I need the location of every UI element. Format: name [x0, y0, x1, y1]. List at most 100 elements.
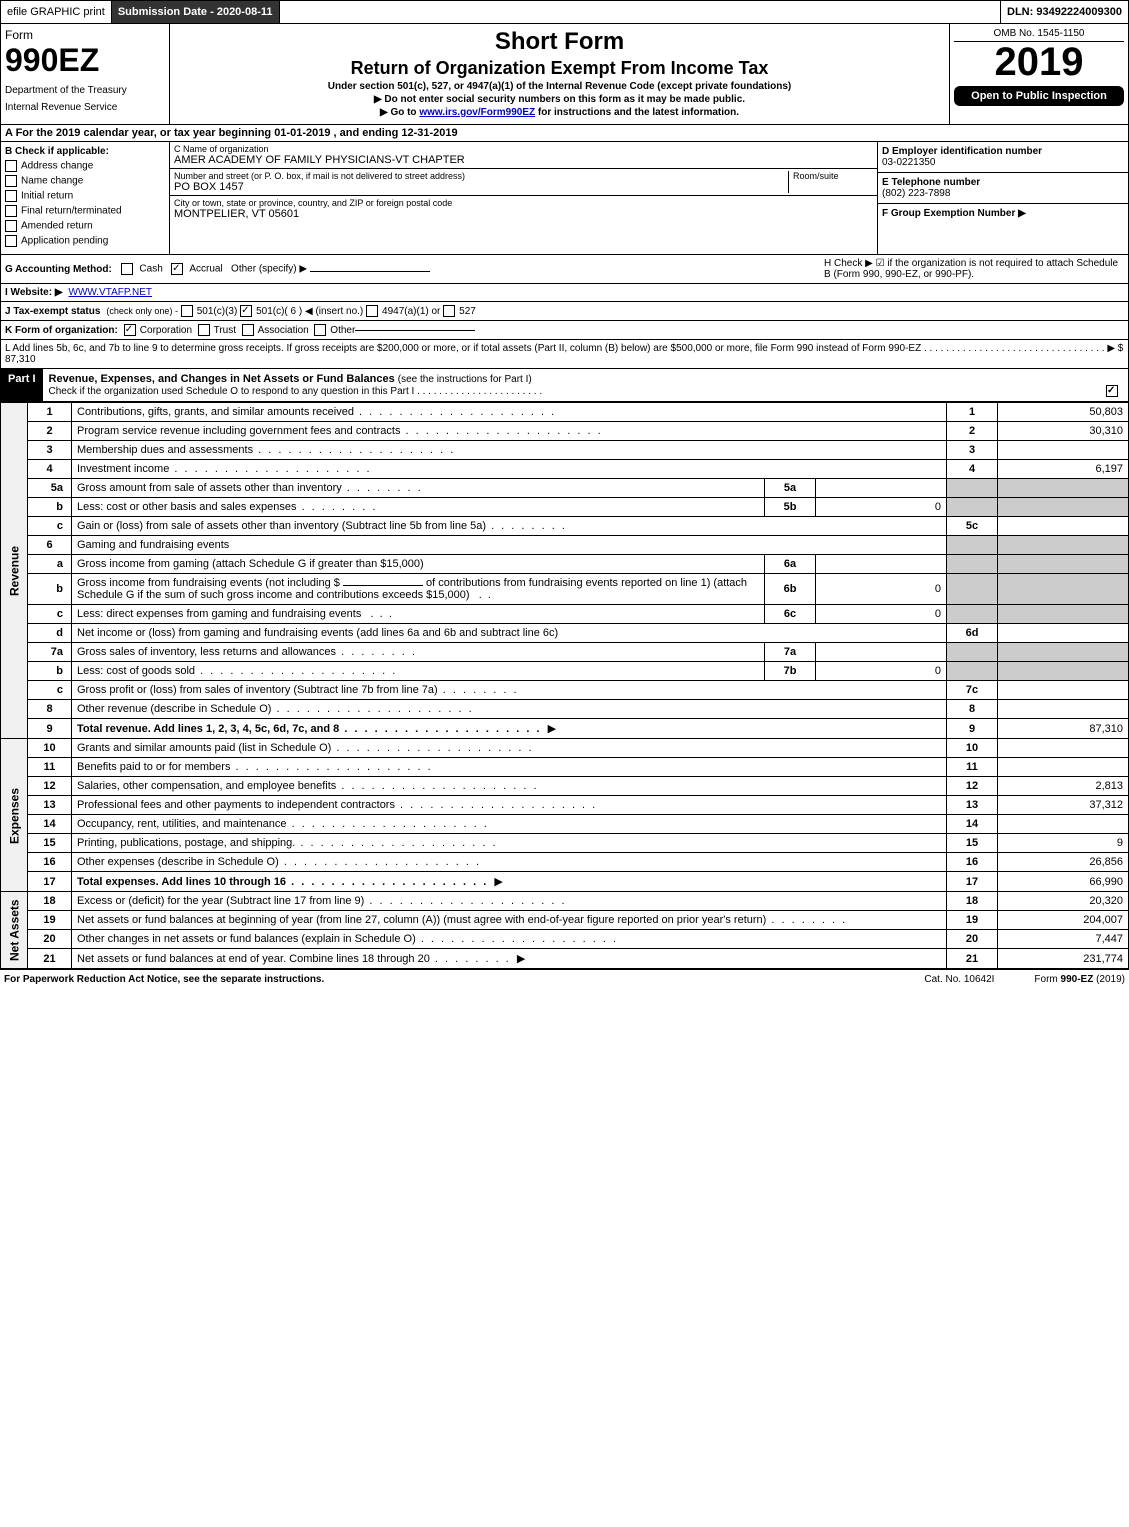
line-7c-desc: Gross profit or (loss) from sales of inv…: [77, 684, 519, 696]
line-3-num: 3: [28, 441, 72, 460]
website-link[interactable]: WWW.VTAFP.NET: [69, 287, 153, 298]
checkbox-527[interactable]: [443, 305, 455, 317]
line-15-desc: Printing, publications, postage, and shi…: [77, 837, 498, 849]
street-label: Number and street (or P. O. box, if mail…: [174, 171, 788, 181]
line-6d-endnum: 6d: [947, 624, 998, 643]
table-row: 6 Gaming and fundraising events: [1, 536, 1129, 555]
line-2-endnum: 2: [947, 422, 998, 441]
info-grid: B Check if applicable: Address change Na…: [0, 142, 1129, 255]
line-7a-midval: [816, 643, 947, 662]
line-17-endnum: 17: [947, 872, 998, 892]
checkbox-cash[interactable]: [121, 263, 133, 275]
shaded-cell: [998, 574, 1129, 605]
line-11-endnum: 11: [947, 758, 998, 777]
page-footer: For Paperwork Reduction Act Notice, see …: [0, 969, 1129, 989]
form-label: Form: [5, 28, 165, 42]
line-6a-mid: 6a: [765, 555, 816, 574]
line-7c-num: c: [28, 681, 72, 700]
line-16-num: 16: [28, 853, 72, 872]
shaded-cell: [998, 479, 1129, 498]
ein-value: 03-0221350: [882, 157, 935, 168]
line-17-num: 17: [28, 872, 72, 892]
irs-link[interactable]: www.irs.gov/Form990EZ: [419, 107, 535, 118]
short-form-title: Short Form: [178, 28, 941, 56]
line-16-desc: Other expenses (describe in Schedule O): [77, 856, 481, 868]
line-17-desc: Total expenses. Add lines 10 through 16: [77, 876, 488, 888]
shaded-cell: [947, 498, 998, 517]
i-label: I Website: ▶: [5, 287, 63, 298]
line-3-endnum: 3: [947, 441, 998, 460]
checkbox-final[interactable]: [5, 205, 17, 217]
phone-label: E Telephone number: [882, 177, 980, 188]
street-value: PO BOX 1457: [174, 181, 788, 193]
cash-label: Cash: [139, 264, 162, 275]
footer-form-num: 990-EZ: [1061, 974, 1094, 985]
checkbox-pending[interactable]: [5, 235, 17, 247]
line-19-endnum: 19: [947, 911, 998, 930]
checkbox-initial[interactable]: [5, 190, 17, 202]
line-6c-desc: Less: direct expenses from gaming and fu…: [77, 608, 361, 620]
line-12-num: 12: [28, 777, 72, 796]
j-label: J Tax-exempt status: [5, 306, 100, 317]
line-13-endnum: 13: [947, 796, 998, 815]
line-2-desc: Program service revenue including govern…: [77, 425, 603, 437]
checkbox-accrual[interactable]: [171, 263, 183, 275]
section-b-title: B Check if applicable:: [5, 146, 109, 157]
line-4-val: 6,197: [998, 460, 1129, 479]
line-5b-num: b: [28, 498, 72, 517]
netassets-sidebar: Net Assets: [1, 892, 28, 969]
checkbox-other-org[interactable]: [314, 324, 326, 336]
line-6a-desc: Gross income from gaming (attach Schedul…: [77, 558, 424, 570]
line-6b-mid: 6b: [765, 574, 816, 605]
subtitle-section: Under section 501(c), 527, or 4947(a)(1)…: [178, 81, 941, 92]
line-6b-midval: 0: [816, 574, 947, 605]
line-17-val: 66,990: [998, 872, 1129, 892]
accrual-label: Accrual: [189, 264, 222, 275]
section-b: B Check if applicable: Address change Na…: [1, 142, 170, 254]
table-row: 2 Program service revenue including gove…: [1, 422, 1129, 441]
checkbox-4947[interactable]: [366, 305, 378, 317]
line-4-endnum: 4: [947, 460, 998, 479]
line-21-num: 21: [28, 949, 72, 969]
checkbox-name[interactable]: [5, 175, 17, 187]
line-7a-num: 7a: [28, 643, 72, 662]
line-13-desc: Professional fees and other payments to …: [77, 799, 597, 811]
app-pending-label: Application pending: [21, 236, 108, 247]
checkbox-corp[interactable]: [124, 324, 136, 336]
table-row: Revenue 1 Contributions, gifts, grants, …: [1, 403, 1129, 422]
table-row: Expenses 10 Grants and similar amounts p…: [1, 739, 1129, 758]
dept-treasury: Department of the Treasury: [5, 85, 165, 96]
line-15-endnum: 15: [947, 834, 998, 853]
org-name: AMER ACADEMY OF FAMILY PHYSICIANS-VT CHA…: [174, 154, 873, 166]
line-3-val: [998, 441, 1129, 460]
line-11-num: 11: [28, 758, 72, 777]
line-20-endnum: 20: [947, 930, 998, 949]
line-6b-num: b: [28, 574, 72, 605]
line-5a-desc: Gross amount from sale of assets other t…: [77, 482, 423, 494]
line-5a-num: 5a: [28, 479, 72, 498]
table-row: 15 Printing, publications, postage, and …: [1, 834, 1129, 853]
dln-box: DLN: 93492224009300: [1000, 1, 1128, 23]
table-row: 12 Salaries, other compensation, and emp…: [1, 777, 1129, 796]
checkbox-amended[interactable]: [5, 220, 17, 232]
header-right: OMB No. 1545-1150 2019 Open to Public In…: [949, 24, 1128, 124]
table-row: a Gross income from gaming (attach Sched…: [1, 555, 1129, 574]
line-6a-num: a: [28, 555, 72, 574]
footer-catno: Cat. No. 10642I: [924, 974, 994, 985]
checkbox-501c3[interactable]: [181, 305, 193, 317]
line-7b-desc: Less: cost of goods sold: [77, 665, 397, 677]
table-row: 13 Professional fees and other payments …: [1, 796, 1129, 815]
topbar: efile GRAPHIC print Submission Date - 20…: [0, 0, 1129, 24]
checkbox-trust[interactable]: [198, 324, 210, 336]
checkbox-501c[interactable]: [240, 305, 252, 317]
checkbox-schedule-o[interactable]: [1106, 385, 1118, 397]
line-18-val: 20,320: [998, 892, 1129, 911]
checkbox-assoc[interactable]: [242, 324, 254, 336]
form-number: 990EZ: [5, 42, 165, 79]
part1-header-row: Part I Revenue, Expenses, and Changes in…: [0, 369, 1129, 402]
table-row: 7a Gross sales of inventory, less return…: [1, 643, 1129, 662]
line-14-desc: Occupancy, rent, utilities, and maintena…: [77, 818, 489, 830]
checkbox-address[interactable]: [5, 160, 17, 172]
line-8-val: [998, 700, 1129, 719]
footer-right: Form 990-EZ (2019): [1034, 974, 1125, 985]
